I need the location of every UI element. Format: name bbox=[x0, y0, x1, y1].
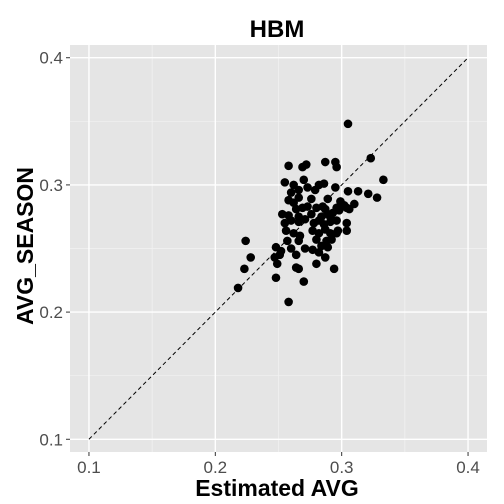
data-point bbox=[299, 175, 309, 185]
data-point bbox=[303, 202, 312, 211]
data-point bbox=[343, 119, 353, 129]
data-point bbox=[286, 216, 296, 225]
data-point bbox=[320, 157, 330, 167]
data-point bbox=[284, 161, 293, 171]
x-tick-label: 0.2 bbox=[203, 458, 227, 477]
data-point bbox=[342, 226, 352, 235]
data-point bbox=[310, 185, 320, 195]
data-point bbox=[294, 264, 304, 274]
major-gridlines bbox=[70, 45, 487, 452]
data-point bbox=[363, 189, 373, 199]
data-point bbox=[302, 160, 311, 169]
data-point bbox=[312, 259, 321, 269]
y-axis: 0.1 0.2 0.3 0.4 bbox=[39, 49, 70, 449]
data-point bbox=[312, 235, 321, 244]
data-point bbox=[300, 214, 310, 224]
y-tick-label: 0.3 bbox=[39, 176, 63, 195]
data-point bbox=[299, 277, 309, 286]
y-tick-label: 0.2 bbox=[39, 303, 63, 322]
data-point bbox=[275, 250, 285, 260]
y-tick-label: 0.1 bbox=[39, 430, 63, 449]
data-point bbox=[366, 153, 376, 163]
data-point bbox=[286, 244, 296, 253]
data-point bbox=[300, 244, 310, 253]
x-tick-label: 0.4 bbox=[456, 458, 480, 477]
data-point bbox=[303, 183, 312, 192]
chart-title: HBM bbox=[250, 16, 305, 43]
data-point bbox=[240, 264, 249, 274]
data-point bbox=[246, 253, 255, 262]
x-tick-label: 0.3 bbox=[330, 458, 354, 477]
data-point bbox=[327, 235, 336, 244]
data-point bbox=[241, 236, 250, 246]
data-point bbox=[379, 175, 388, 185]
data-point bbox=[343, 186, 353, 196]
data-point bbox=[233, 283, 243, 293]
data-point bbox=[332, 162, 341, 172]
x-axis: 0.1 0.2 0.3 0.4 bbox=[77, 452, 480, 477]
data-point bbox=[272, 259, 282, 269]
x-axis-label: Estimated AVG bbox=[195, 475, 359, 501]
data-point bbox=[284, 297, 293, 307]
data-point bbox=[328, 208, 338, 218]
data-points bbox=[233, 119, 388, 307]
data-point bbox=[372, 193, 382, 202]
data-point bbox=[291, 250, 301, 260]
y-tick-label: 0.4 bbox=[39, 49, 63, 68]
data-point bbox=[320, 253, 330, 262]
y-axis-label: AVG_SEASON bbox=[12, 167, 38, 325]
data-point bbox=[286, 188, 296, 197]
data-point bbox=[294, 193, 304, 202]
data-point bbox=[329, 264, 339, 274]
data-point bbox=[280, 178, 290, 187]
data-point bbox=[312, 203, 321, 213]
data-point bbox=[332, 228, 341, 238]
data-point bbox=[307, 194, 316, 204]
data-point bbox=[271, 273, 281, 283]
data-point bbox=[353, 186, 363, 196]
data-point bbox=[319, 179, 329, 188]
data-point bbox=[294, 236, 304, 246]
data-point bbox=[307, 209, 316, 219]
x-tick-label: 0.1 bbox=[77, 458, 101, 477]
data-point bbox=[331, 183, 340, 192]
data-point bbox=[332, 216, 341, 225]
data-point bbox=[314, 248, 324, 257]
data-point bbox=[283, 236, 292, 246]
data-point bbox=[323, 242, 333, 252]
data-point bbox=[342, 218, 352, 228]
data-point bbox=[323, 194, 333, 204]
data-point bbox=[294, 185, 304, 195]
data-point bbox=[281, 226, 291, 235]
data-point bbox=[326, 228, 335, 238]
data-point bbox=[344, 204, 354, 214]
